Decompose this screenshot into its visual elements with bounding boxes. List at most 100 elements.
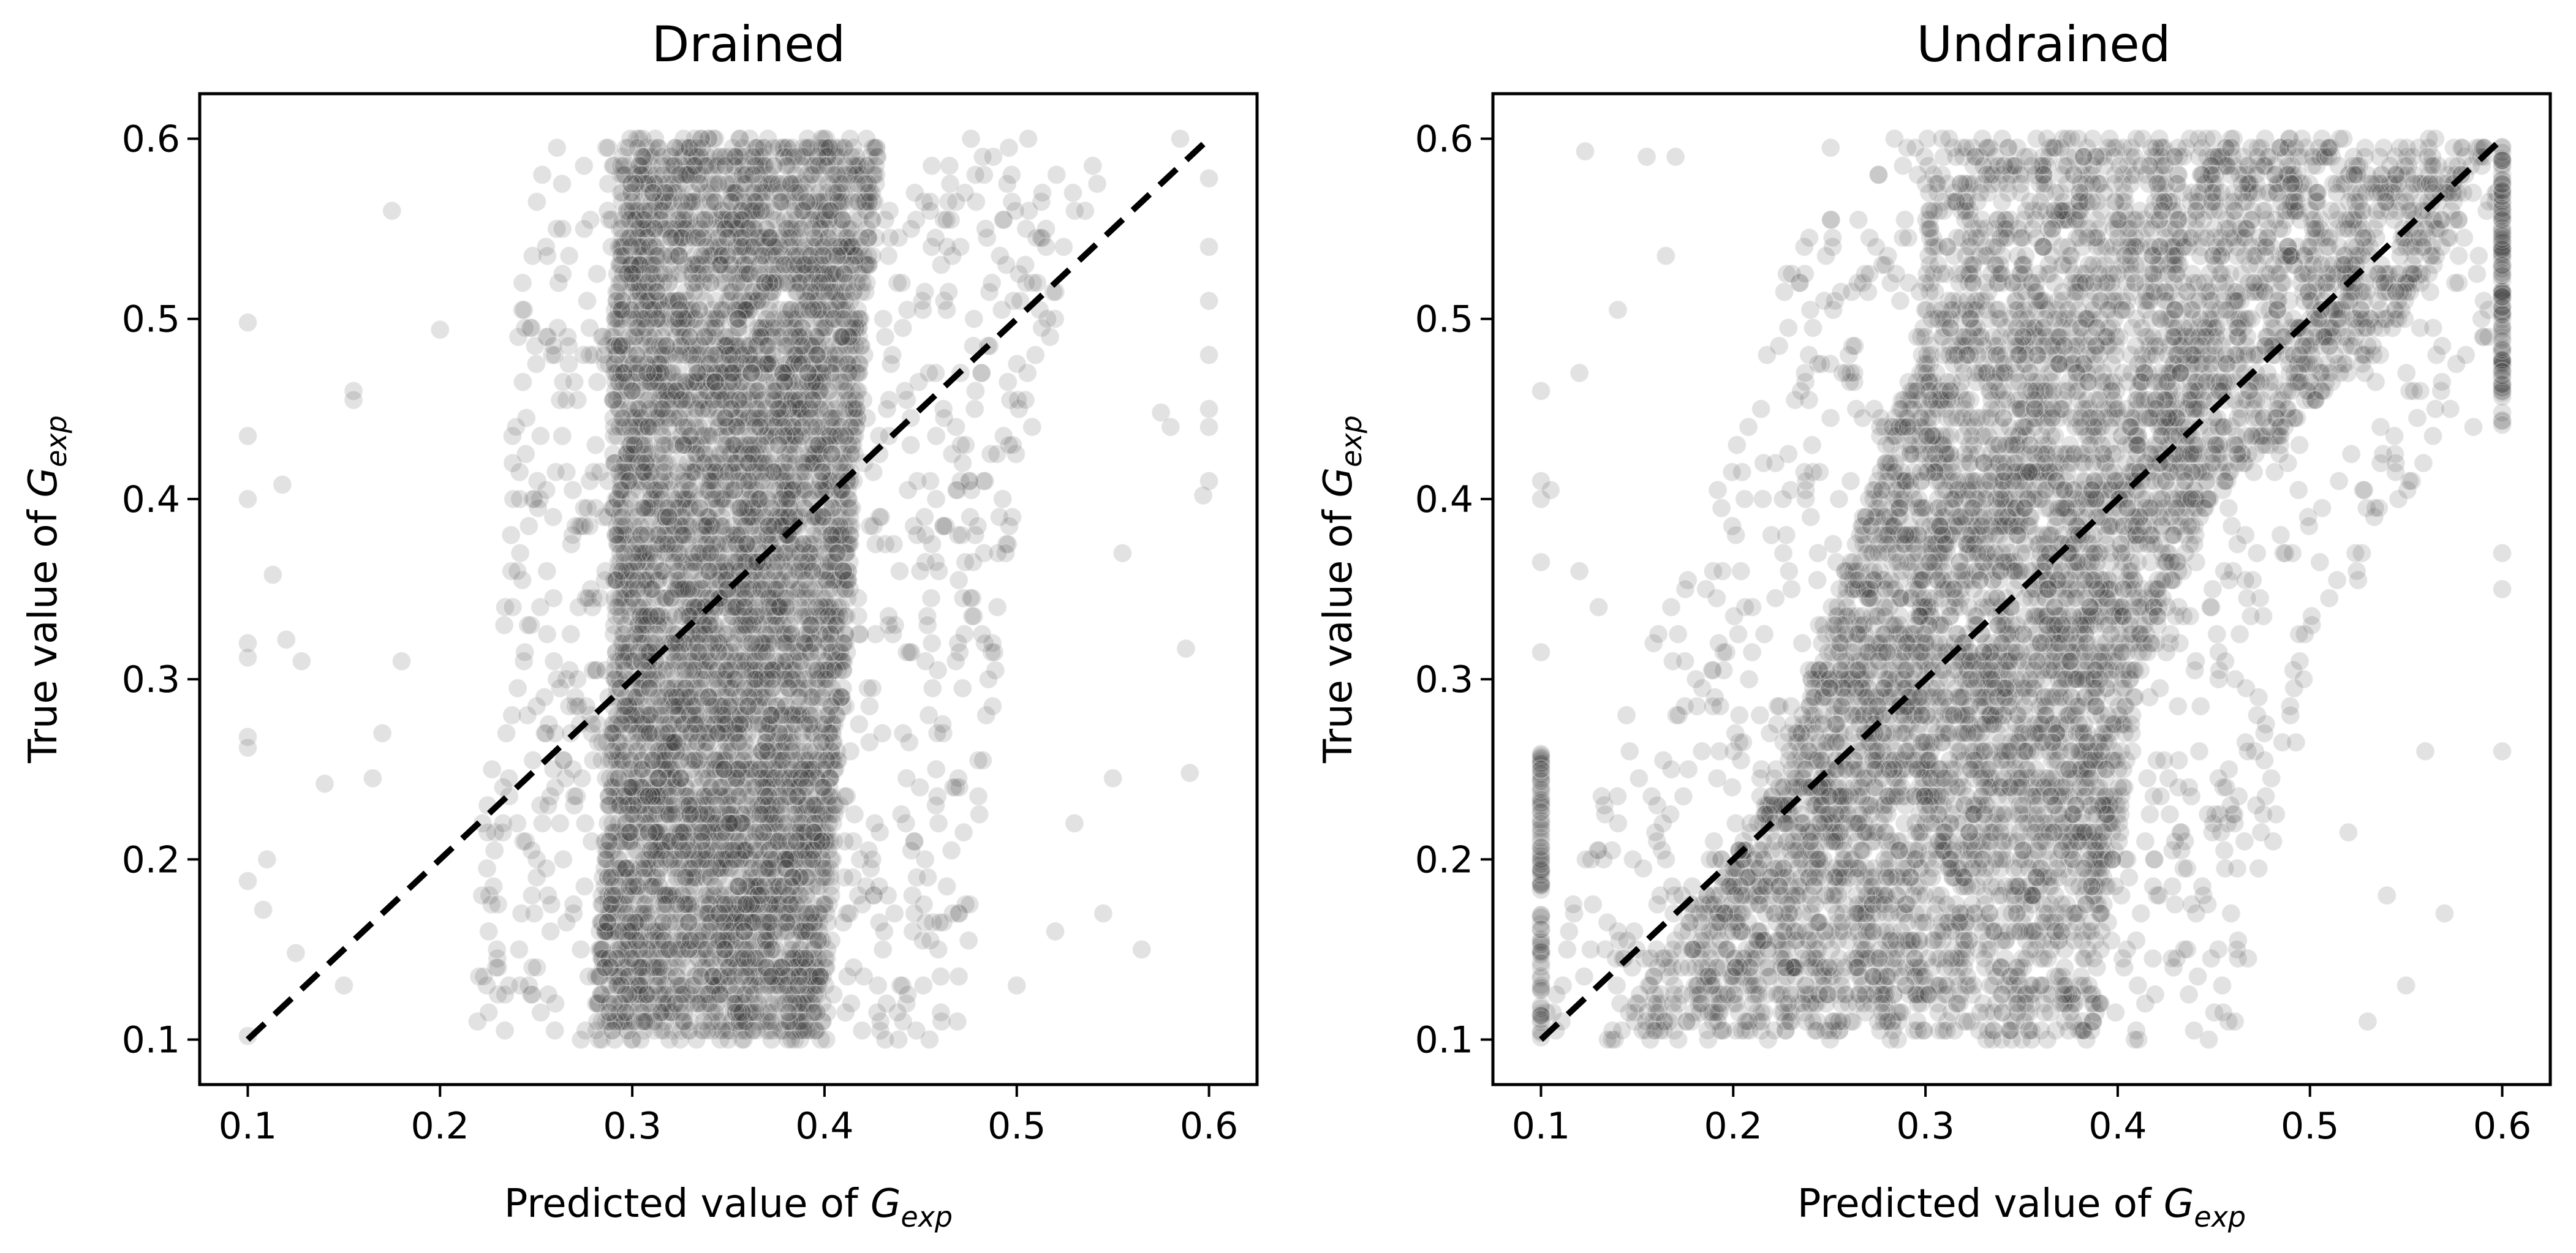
data-point (715, 336, 735, 356)
data-point (625, 822, 646, 842)
data-point (632, 922, 652, 941)
data-point (926, 796, 946, 815)
data-point (754, 769, 774, 788)
data-point (988, 597, 1007, 617)
data-point (733, 750, 753, 770)
data-point (858, 679, 878, 698)
data-point (589, 1029, 609, 1050)
data-point (976, 706, 996, 725)
data-point (696, 462, 716, 482)
data-point (553, 426, 572, 446)
data-point (660, 219, 680, 239)
data-point (1082, 156, 1103, 176)
data-point (659, 543, 679, 563)
data-point (863, 679, 882, 698)
data-point (939, 282, 959, 302)
data-point (769, 886, 789, 905)
data-point (709, 633, 729, 653)
data-point (785, 237, 805, 257)
data-point (727, 435, 747, 455)
data-point (818, 561, 838, 581)
data-point (812, 1012, 833, 1031)
data-point (731, 372, 751, 392)
data-point (637, 309, 657, 329)
data-point (518, 706, 537, 725)
data-point (763, 138, 783, 158)
data-point (978, 669, 999, 689)
data-point (526, 354, 546, 374)
data-point (535, 687, 554, 707)
data-point (961, 588, 981, 608)
data-point (674, 381, 694, 401)
data-point (733, 237, 752, 257)
data-point (777, 832, 798, 851)
data-point (501, 525, 521, 545)
data-point (474, 966, 494, 987)
data-point (901, 219, 921, 239)
data-point (983, 696, 1003, 716)
data-point (686, 867, 706, 887)
data-point (949, 966, 969, 987)
data-point (788, 327, 808, 347)
data-point (997, 174, 1017, 194)
data-point (1027, 273, 1047, 293)
data-point (884, 534, 904, 554)
data-point (712, 255, 732, 275)
data-point (634, 174, 654, 194)
data-point (855, 345, 874, 365)
data-point (760, 1020, 779, 1040)
data-point (702, 363, 722, 383)
data-point (652, 507, 672, 527)
data-point (803, 309, 823, 329)
data-point (817, 1029, 836, 1050)
data-point (1075, 201, 1095, 220)
data-point (1018, 129, 1038, 149)
data-point (671, 309, 692, 329)
data-point (785, 192, 806, 212)
data-point (837, 372, 857, 392)
data-point (610, 786, 630, 807)
data-point (632, 417, 652, 437)
data-point (875, 327, 895, 347)
data-point (630, 624, 650, 644)
data-point (701, 1003, 722, 1023)
data-point (687, 732, 707, 752)
data-point (811, 867, 831, 887)
data-point (708, 867, 728, 887)
data-point (920, 1029, 940, 1050)
data-point (720, 759, 740, 779)
data-point (618, 696, 638, 716)
data-point (545, 1020, 565, 1040)
data-point (804, 363, 823, 383)
data-point (770, 300, 790, 320)
data-point (741, 867, 761, 887)
data-point (849, 714, 869, 734)
data-point (754, 742, 773, 761)
data-point (949, 570, 969, 590)
data-point (758, 129, 778, 149)
data-point (618, 939, 638, 960)
data-point (599, 354, 619, 374)
data-point (796, 804, 817, 824)
data-point (986, 660, 1005, 680)
data-point (718, 732, 738, 752)
data-point (676, 777, 695, 797)
data-point (973, 750, 993, 770)
data-point (587, 264, 607, 284)
data-point (961, 129, 981, 149)
data-point (575, 516, 594, 536)
data-point (785, 706, 805, 725)
data-point (716, 949, 736, 968)
data-point (843, 867, 863, 887)
data-point (918, 867, 938, 887)
data-point (738, 651, 757, 671)
data-point (893, 318, 913, 338)
data-point (596, 138, 616, 158)
data-point (487, 939, 507, 960)
data-point (918, 615, 937, 635)
data-point (766, 777, 786, 797)
data-point (731, 867, 752, 887)
data-point (766, 796, 785, 815)
data-point (922, 633, 942, 653)
